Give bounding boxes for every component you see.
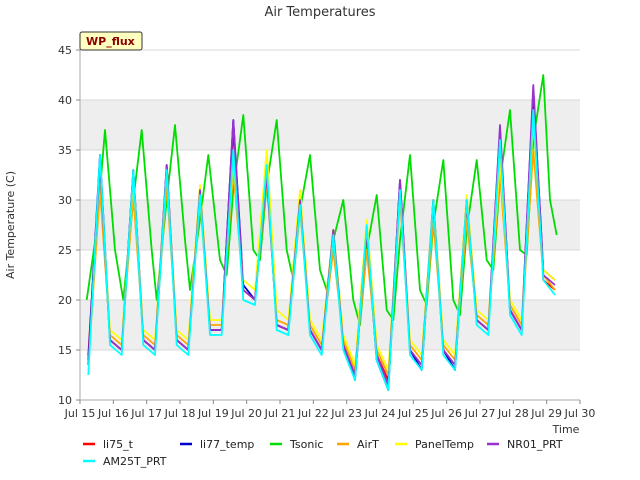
legend-label: NR01_PRT — [507, 438, 563, 451]
legend-label: li75_t — [103, 438, 134, 451]
legend-label: PanelTemp — [415, 438, 474, 451]
x-tick-label: Jul 20 — [230, 407, 262, 420]
chart-title: Air Temperatures — [264, 5, 375, 20]
x-tick-label: Jul 17 — [130, 407, 162, 420]
y-tick-label: 25 — [58, 244, 72, 257]
legend: li75_t li77_temp Tsonic AirT PanelTemp NR01_P… — [83, 438, 563, 468]
wp-flux-badge: WP_flux — [79, 31, 143, 51]
x-tick-label: Jul 28 — [497, 407, 529, 420]
x-tick-label: Jul 15 — [64, 407, 96, 420]
series-line-am25t-prt — [87, 109, 556, 391]
x-tick-label: Jul 30 — [564, 407, 596, 420]
x-tick-label: Jul 19 — [197, 407, 229, 420]
legend-label: AirT — [357, 438, 379, 451]
x-tick-label: Jul 26 — [430, 407, 462, 420]
x-tick-label: Jul 27 — [464, 407, 496, 420]
legend-label: AM25T_PRT — [103, 455, 167, 468]
x-axis-title: Time — [552, 423, 580, 436]
x-tick-label: Jul 23 — [330, 407, 362, 420]
y-tick-label: 15 — [58, 344, 72, 357]
legend-label: Tsonic — [289, 438, 323, 451]
legend-label: li77_temp — [200, 438, 254, 451]
y-tick-label: 10 — [58, 394, 72, 407]
grid-band — [80, 100, 580, 150]
legend-item: AirT — [337, 438, 379, 451]
y-tick-label: 45 — [58, 44, 72, 57]
badge-label: WP_flux — [86, 35, 135, 48]
legend-item: li77_temp — [180, 438, 254, 451]
y-tick-label: 20 — [58, 294, 72, 307]
y-tick-label: 40 — [58, 94, 72, 107]
legend-item: li75_t — [83, 438, 134, 451]
x-tick-label: Jul 29 — [530, 407, 562, 420]
legend-item: Tsonic — [270, 438, 323, 451]
x-tick-label: Jul 21 — [264, 407, 296, 420]
x-tick-label: Jul 18 — [164, 407, 196, 420]
x-tick-label: Jul 16 — [97, 407, 129, 420]
grid-band — [80, 300, 580, 350]
y-tick-label: 30 — [58, 194, 72, 207]
legend-item: PanelTemp — [395, 438, 474, 451]
y-tick-label: 35 — [58, 144, 72, 157]
axes: 10 15 20 25 30 35 40 45 Jul 15 Jul 16 Jul 17 Jul 18… — [58, 44, 595, 420]
legend-item: AM25T_PRT — [83, 455, 167, 468]
x-tick-label: Jul 24 — [364, 407, 396, 420]
x-tick-label: Jul 22 — [297, 407, 329, 420]
y-axis-title: Air Temperature (C) — [4, 171, 17, 279]
x-tick-label: Jul 25 — [397, 407, 429, 420]
series-lines — [85, 74, 558, 391]
legend-item: NR01_PRT — [487, 438, 563, 451]
